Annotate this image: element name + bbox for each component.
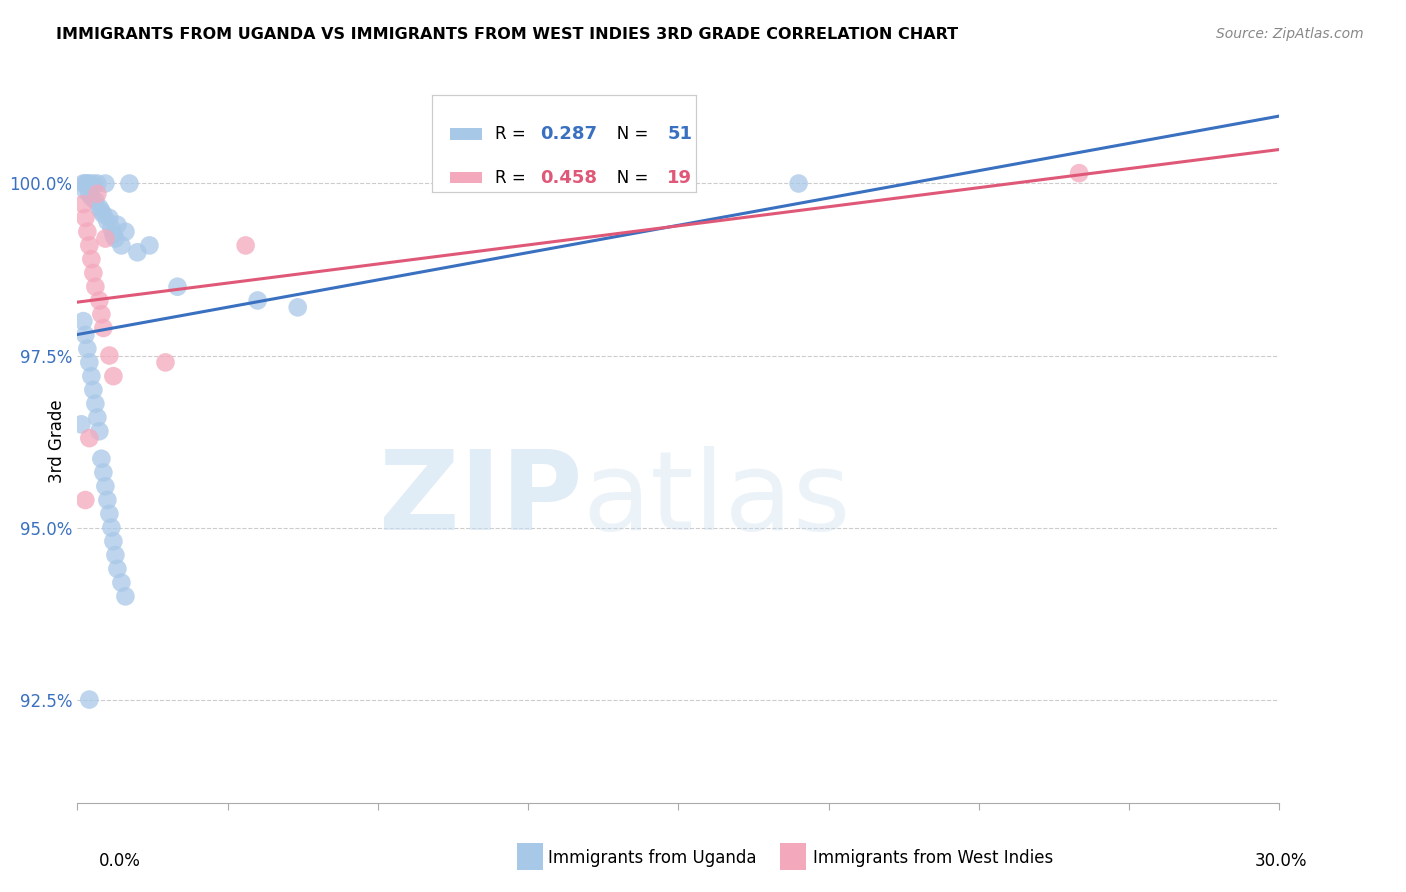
Point (79, 431, 101, 445)
Point (79, 186, 101, 201)
Point (246, 293, 269, 308)
Point (138, 238, 160, 252)
Point (75, 211, 97, 225)
Point (89, 424, 111, 438)
Point (93, 207, 115, 221)
Point (94, 231, 117, 245)
Point (80, 190, 103, 204)
Point (93, 321, 115, 335)
Point (86, 186, 108, 201)
Point (235, 238, 257, 252)
Point (114, 225, 136, 239)
Point (104, 231, 127, 245)
Point (787, 177, 810, 191)
Point (166, 279, 188, 293)
Point (100, 520, 122, 534)
Point (103, 534, 125, 549)
Point (75, 183, 97, 197)
Point (84, 279, 107, 293)
Text: Immigrants from West Indies: Immigrants from West Indies (813, 849, 1053, 867)
Point (80, 369, 103, 384)
Point (104, 548, 127, 562)
Y-axis label: 3rd Grade: 3rd Grade (48, 400, 66, 483)
Point (107, 562, 129, 576)
Point (72, 177, 94, 191)
Text: 30.0%: 30.0% (1256, 852, 1308, 870)
Point (72, 314, 94, 328)
Point (89, 293, 111, 308)
Point (86, 410, 108, 425)
Point (84, 194, 107, 208)
Point (79, 692, 101, 706)
Point (100, 221, 122, 235)
Point (93, 466, 115, 480)
Point (79, 177, 101, 191)
Point (76, 225, 98, 239)
Point (90, 307, 112, 321)
Point (114, 590, 136, 604)
Point (75, 177, 97, 191)
Point (75, 493, 97, 508)
Text: Source: ZipAtlas.com: Source: ZipAtlas.com (1216, 27, 1364, 41)
Text: 0.0%: 0.0% (98, 852, 141, 870)
Point (98, 349, 121, 363)
Point (107, 218, 129, 232)
Point (110, 575, 132, 590)
Point (96, 493, 118, 508)
Point (90, 451, 112, 466)
Point (90, 204, 112, 219)
Point (94, 479, 117, 493)
Text: ZIP: ZIP (378, 446, 582, 553)
Point (96, 214, 118, 228)
Point (82, 177, 104, 191)
Point (127, 245, 149, 260)
Point (82, 383, 104, 397)
Point (72, 197, 94, 211)
Point (75, 327, 97, 342)
Point (94, 177, 117, 191)
Text: atlas: atlas (582, 446, 851, 553)
Point (287, 301, 309, 315)
Point (155, 355, 177, 369)
Point (103, 369, 125, 384)
Point (89, 201, 111, 215)
Point (86, 177, 108, 191)
Point (110, 238, 132, 252)
Text: IMMIGRANTS FROM UGANDA VS IMMIGRANTS FROM WEST INDIES 3RD GRADE CORRELATION CHAR: IMMIGRANTS FROM UGANDA VS IMMIGRANTS FRO… (56, 27, 959, 42)
Point (118, 177, 141, 191)
Point (80, 252, 103, 267)
Point (79, 238, 101, 252)
Text: Immigrants from Uganda: Immigrants from Uganda (548, 849, 756, 867)
Point (79, 355, 101, 369)
Point (98, 507, 121, 521)
Point (70, 417, 93, 432)
Point (84, 397, 107, 411)
Point (98, 211, 121, 225)
Point (76, 342, 98, 356)
Point (82, 266, 104, 280)
Point (103, 228, 125, 243)
Point (76, 177, 98, 191)
Point (1069, 166, 1091, 180)
